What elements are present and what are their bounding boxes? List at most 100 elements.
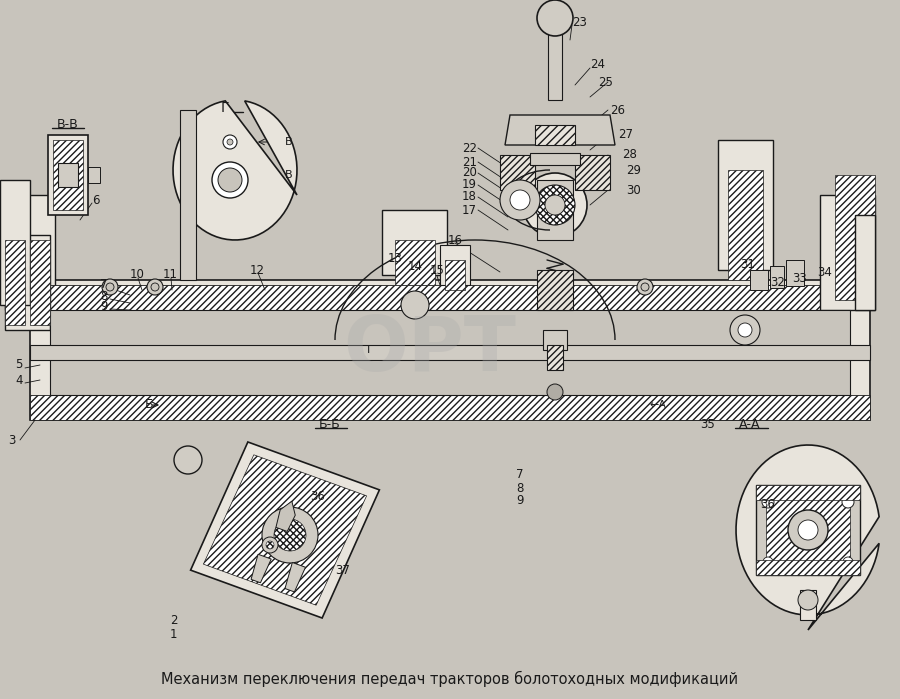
Text: 7: 7: [100, 278, 107, 291]
Bar: [500, 155, 535, 190]
Bar: [445, 260, 465, 290]
Text: 34: 34: [817, 266, 832, 278]
Circle shape: [843, 557, 853, 567]
Text: 10: 10: [130, 268, 145, 282]
Text: 17: 17: [462, 203, 477, 217]
Text: Механизм переключения передач тракторов болотоходных модификаций: Механизм переключения передач тракторов …: [161, 671, 739, 687]
Circle shape: [738, 323, 752, 337]
Text: 15: 15: [430, 264, 445, 277]
Text: 2: 2: [170, 614, 177, 626]
Polygon shape: [285, 563, 305, 592]
Text: 23: 23: [572, 15, 587, 29]
Text: 24: 24: [590, 59, 605, 71]
Bar: [30, 345, 870, 360]
Bar: [548, 20, 562, 100]
Circle shape: [174, 446, 202, 474]
Bar: [530, 153, 580, 165]
Circle shape: [500, 180, 540, 220]
Text: 26: 26: [610, 103, 625, 117]
Bar: [820, 195, 875, 310]
Text: 27: 27: [618, 129, 633, 141]
Bar: [756, 560, 860, 575]
Bar: [48, 135, 88, 215]
Bar: [543, 330, 567, 350]
Text: 35: 35: [700, 419, 715, 431]
Circle shape: [545, 195, 565, 215]
Circle shape: [798, 590, 818, 610]
Circle shape: [262, 537, 278, 553]
Text: 14: 14: [408, 259, 423, 273]
Text: 19: 19: [462, 178, 477, 192]
Circle shape: [218, 168, 242, 192]
Bar: [30, 395, 870, 420]
Circle shape: [763, 557, 773, 567]
Bar: [756, 485, 860, 575]
Bar: [88, 167, 100, 183]
Bar: [50, 310, 850, 395]
Circle shape: [641, 283, 649, 291]
Bar: [537, 180, 573, 240]
Text: 1: 1: [170, 628, 177, 642]
Bar: [395, 240, 435, 285]
Bar: [728, 170, 763, 280]
Bar: [5, 240, 25, 325]
Text: В: В: [285, 137, 292, 147]
Bar: [58, 163, 78, 187]
Text: 3: 3: [8, 433, 15, 447]
Text: 9: 9: [100, 301, 107, 313]
Text: 12: 12: [250, 264, 265, 277]
Circle shape: [842, 496, 854, 508]
Polygon shape: [736, 445, 879, 630]
Bar: [750, 270, 768, 290]
Polygon shape: [203, 455, 366, 605]
Circle shape: [730, 315, 760, 345]
Circle shape: [762, 496, 774, 508]
Text: 25: 25: [598, 75, 613, 89]
Text: В: В: [285, 170, 292, 180]
Circle shape: [510, 190, 530, 210]
Bar: [718, 140, 773, 270]
Bar: [0, 180, 30, 305]
Polygon shape: [276, 501, 295, 531]
Bar: [5, 235, 50, 330]
Text: 4: 4: [15, 373, 22, 387]
Bar: [786, 260, 804, 286]
Text: 33: 33: [792, 271, 806, 284]
Circle shape: [401, 291, 429, 319]
Text: 36: 36: [310, 491, 325, 503]
Bar: [855, 215, 875, 310]
Bar: [180, 110, 196, 280]
Text: 28: 28: [622, 148, 637, 161]
Circle shape: [798, 520, 818, 540]
Bar: [30, 240, 50, 325]
Bar: [575, 155, 610, 190]
Text: Б-Б: Б-Б: [320, 419, 341, 431]
Text: 31: 31: [740, 259, 755, 271]
Polygon shape: [191, 442, 380, 618]
Circle shape: [147, 279, 163, 295]
Text: А-А: А-А: [739, 419, 760, 431]
Circle shape: [523, 173, 587, 237]
Text: OPT: OPT: [344, 313, 517, 387]
Text: 21: 21: [462, 155, 477, 168]
Circle shape: [274, 519, 306, 551]
Text: 8: 8: [100, 289, 107, 303]
Bar: [766, 495, 850, 565]
Circle shape: [537, 0, 573, 36]
Text: Г: Г: [366, 345, 373, 355]
Text: 13: 13: [388, 252, 403, 264]
Text: 11: 11: [163, 268, 178, 282]
Text: ←А: ←А: [650, 400, 667, 410]
Bar: [30, 280, 870, 420]
Bar: [53, 140, 83, 210]
Bar: [770, 266, 784, 288]
Bar: [30, 285, 870, 310]
Text: 16: 16: [448, 233, 463, 247]
Text: 7: 7: [516, 468, 524, 482]
Bar: [440, 245, 470, 285]
Bar: [5, 195, 55, 310]
Text: Г: Г: [220, 101, 230, 115]
Text: 32: 32: [770, 277, 785, 289]
Circle shape: [535, 185, 575, 225]
Text: 9: 9: [516, 493, 524, 507]
